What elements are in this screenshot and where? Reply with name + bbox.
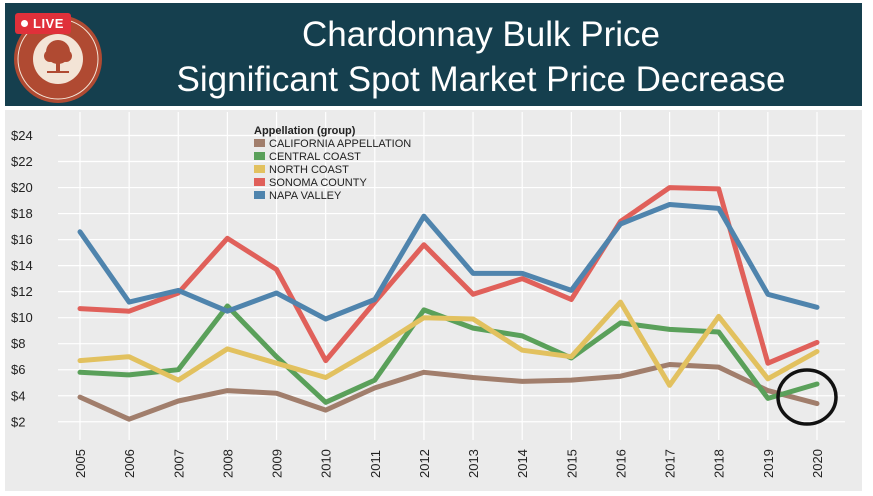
series-lines [77,185,820,422]
legend-swatch [254,165,265,173]
y-tick-label: $2 [11,414,25,429]
y-tick-label: $8 [11,336,25,351]
legend: Appellation (group) CALIFORNIA APPELLATI… [254,125,411,202]
x-tick-label: 2006 [122,449,137,478]
legend-swatch [254,152,265,160]
x-tick-label: 2015 [564,449,579,478]
x-axis-ticks: 2005 2006 2007 2008 2009 2010 2011 2012 2013 2014… [73,449,825,478]
live-badge[interactable]: LIVE [15,13,71,34]
chart-title: Chardonnay Bulk Price [302,15,660,54]
series-line [77,202,820,322]
y-tick-label: $4 [11,388,25,403]
x-tick-label: 2013 [466,449,481,478]
y-tick-label: $6 [11,362,25,377]
series-line [77,185,820,366]
y-tick-label: $20 [11,180,33,195]
y-tick-label: $10 [11,310,33,325]
x-tick-label: 2010 [319,449,334,478]
series-line [77,362,820,422]
series-line [77,299,820,388]
y-tick-label: $22 [11,154,33,169]
y-tick-label: $14 [11,258,33,273]
x-tick-label: 2018 [712,449,727,478]
legend-item-label: CENTRAL COAST [269,151,361,163]
x-tick-label: 2016 [613,449,628,478]
title-banner: Chardonnay Bulk Price Significant Spot M… [5,3,862,106]
brokerage-logo-icon [14,15,102,103]
y-tick-label: $12 [11,284,33,299]
x-tick-label: 2007 [171,449,186,478]
x-tick-label: 2009 [270,449,285,478]
live-label: LIVE [33,16,64,31]
x-tick-label: 2017 [663,449,678,478]
legend-item-label: NORTH COAST [269,164,349,176]
legend-swatch [254,139,265,147]
x-tick-label: 2008 [220,449,235,478]
legend-item-label: NAPA VALLEY [269,190,342,202]
x-tick-label: 2011 [368,450,383,478]
y-axis-ticks: $2 $4 $6 $8 $10 $12 $14 $16 $18 $20 $22 $24 [11,128,33,429]
legend-item-label: SONOMA COUNTY [269,177,367,189]
chart-subtitle: Significant Spot Market Price Decrease [176,60,786,99]
y-tick-label: $16 [11,232,33,247]
x-tick-label: 2014 [515,449,530,478]
live-dot-icon [21,20,28,27]
x-tick-label: 2005 [73,449,88,478]
y-tick-label: $18 [11,206,33,221]
legend-swatch [254,191,265,199]
x-tick-label: 2020 [810,449,825,478]
legend-title: Appellation (group) [254,125,356,137]
legend-swatch [254,178,265,186]
x-tick-label: 2019 [761,449,776,478]
x-tick-label: 2012 [417,449,432,478]
y-tick-label: $24 [11,128,33,143]
highlight-circle [776,368,838,426]
legend-item-label: CALIFORNIA APPELLATION [269,138,411,150]
